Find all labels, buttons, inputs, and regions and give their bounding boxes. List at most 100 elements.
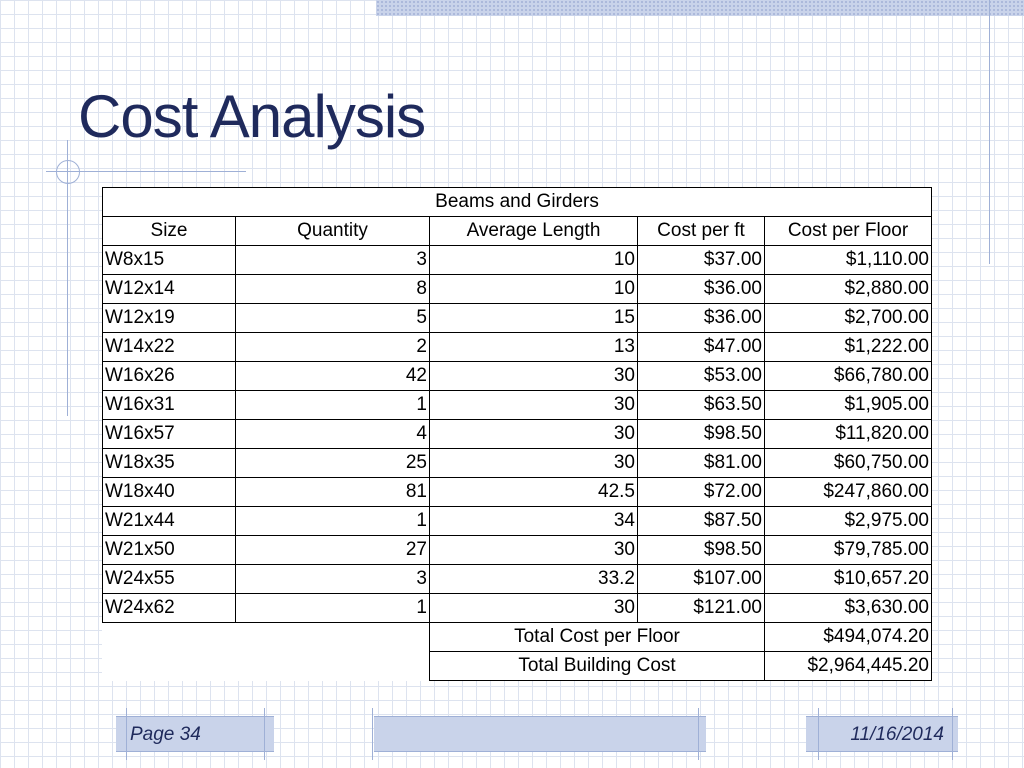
value-cell: 2 [235,332,430,362]
footer-center-box [374,716,706,752]
title-rule-circle [56,160,80,184]
value-cell: 42.5 [429,477,638,507]
value-cell: 33.2 [429,564,638,594]
table-row: W16x31 1 30 $63.50 $1,905.00 [102,390,932,420]
page-title: Cost Analysis [78,83,426,150]
size-cell: W16x57 [102,419,236,449]
value-cell: 30 [429,535,638,565]
table-row: W16x26 42 30 $53.00 $66,780.00 [102,361,932,391]
size-cell: W16x31 [102,390,236,420]
value-cell: 30 [429,390,638,420]
table-row: W24x55 3 33.2 $107.00 $10,657.20 [102,564,932,594]
size-cell: W24x62 [102,593,236,623]
value-cell: $3,630.00 [764,593,932,623]
value-cell: $53.00 [637,361,765,391]
value-cell: $247,860.00 [764,477,932,507]
value-cell: $2,975.00 [764,506,932,536]
value-cell: 10 [429,274,638,304]
value-cell: 3 [235,564,430,594]
table-header-row: Size Quantity Average Length Cost per ft Cos… [102,216,932,246]
table-row: W24x62 1 30 $121.00 $3,630.00 [102,593,932,623]
right-vertical-rule [989,0,990,264]
column-header: Average Length [429,216,638,246]
value-cell: 3 [235,245,430,275]
table-caption-row: Beams and Girders [102,187,932,217]
value-cell: $37.00 [637,245,765,275]
footer-tick-2 [264,708,265,760]
table-row: W18x40 81 42.5 $72.00 $247,860.00 [102,477,932,507]
table-row: W21x44 1 34 $87.50 $2,975.00 [102,506,932,536]
value-cell: 81 [235,477,430,507]
value-cell: 1 [235,506,430,536]
value-cell: $87.50 [637,506,765,536]
value-cell: 42 [235,361,430,391]
value-cell: 25 [235,448,430,478]
size-cell: W18x40 [102,477,236,507]
value-cell: $10,657.20 [764,564,932,594]
size-cell: W18x35 [102,448,236,478]
size-cell: W21x50 [102,535,236,565]
footer-tick-3 [372,708,373,760]
table-row: W14x22 2 13 $47.00 $1,222.00 [102,332,932,362]
table-total-row: Total Building Cost $2,964,445.20 [103,651,932,681]
table-row: W21x50 27 30 $98.50 $79,785.00 [102,535,932,565]
size-cell: W24x55 [102,564,236,594]
total-value: $2,964,445.20 [764,651,932,681]
value-cell: $98.50 [637,419,765,449]
table-row: W8x15 3 10 $37.00 $1,110.00 [102,245,932,275]
value-cell: $66,780.00 [764,361,932,391]
left-vertical-rule [67,140,68,416]
value-cell: 30 [429,448,638,478]
value-cell: 5 [235,303,430,333]
top-decorative-band [376,0,1024,16]
value-cell: 10 [429,245,638,275]
column-header: Size [102,216,236,246]
footer-page-box: Page 34 [116,716,274,752]
total-value: $494,074.20 [764,622,932,652]
value-cell: $1,905.00 [764,390,932,420]
value-cell: $72.00 [637,477,765,507]
footer-tick-1 [126,708,127,760]
size-cell: W21x44 [102,506,236,536]
value-cell: $60,750.00 [764,448,932,478]
total-label: Total Cost per Floor [429,622,765,652]
value-cell: 30 [429,593,638,623]
page-number: Page 34 [130,724,201,745]
value-cell: 4 [235,419,430,449]
value-cell: 13 [429,332,638,362]
value-cell: $79,785.00 [764,535,932,565]
size-cell: W12x19 [102,303,236,333]
table-caption: Beams and Girders [102,187,932,217]
value-cell: 1 [235,593,430,623]
value-cell: $121.00 [637,593,765,623]
size-cell: W14x22 [102,332,236,362]
value-cell: 8 [235,274,430,304]
size-cell: W8x15 [102,245,236,275]
value-cell: $81.00 [637,448,765,478]
value-cell: 1 [235,390,430,420]
column-header: Quantity [235,216,430,246]
value-cell: $36.00 [637,303,765,333]
column-header: Cost per Floor [764,216,932,246]
value-cell: $36.00 [637,274,765,304]
table-total-row: Total Cost per Floor $494,074.20 [103,622,932,652]
title-underline-rule [46,171,246,172]
table-row: W16x57 4 30 $98.50 $11,820.00 [102,419,932,449]
footer-tick-5 [818,708,819,760]
blank-cell [103,652,430,681]
size-cell: W16x26 [102,361,236,391]
blank-cell [103,623,430,652]
value-cell: $98.50 [637,535,765,565]
table-row: W12x14 8 10 $36.00 $2,880.00 [102,274,932,304]
value-cell: $2,700.00 [764,303,932,333]
size-cell: W12x14 [102,274,236,304]
table-row: W18x35 25 30 $81.00 $60,750.00 [102,448,932,478]
value-cell: $2,880.00 [764,274,932,304]
column-header: Cost per ft [637,216,765,246]
value-cell: $63.50 [637,390,765,420]
value-cell: $107.00 [637,564,765,594]
total-label: Total Building Cost [429,651,765,681]
value-cell: 27 [235,535,430,565]
slide-date: 11/16/2014 [850,724,944,745]
footer-tick-6 [952,708,953,760]
